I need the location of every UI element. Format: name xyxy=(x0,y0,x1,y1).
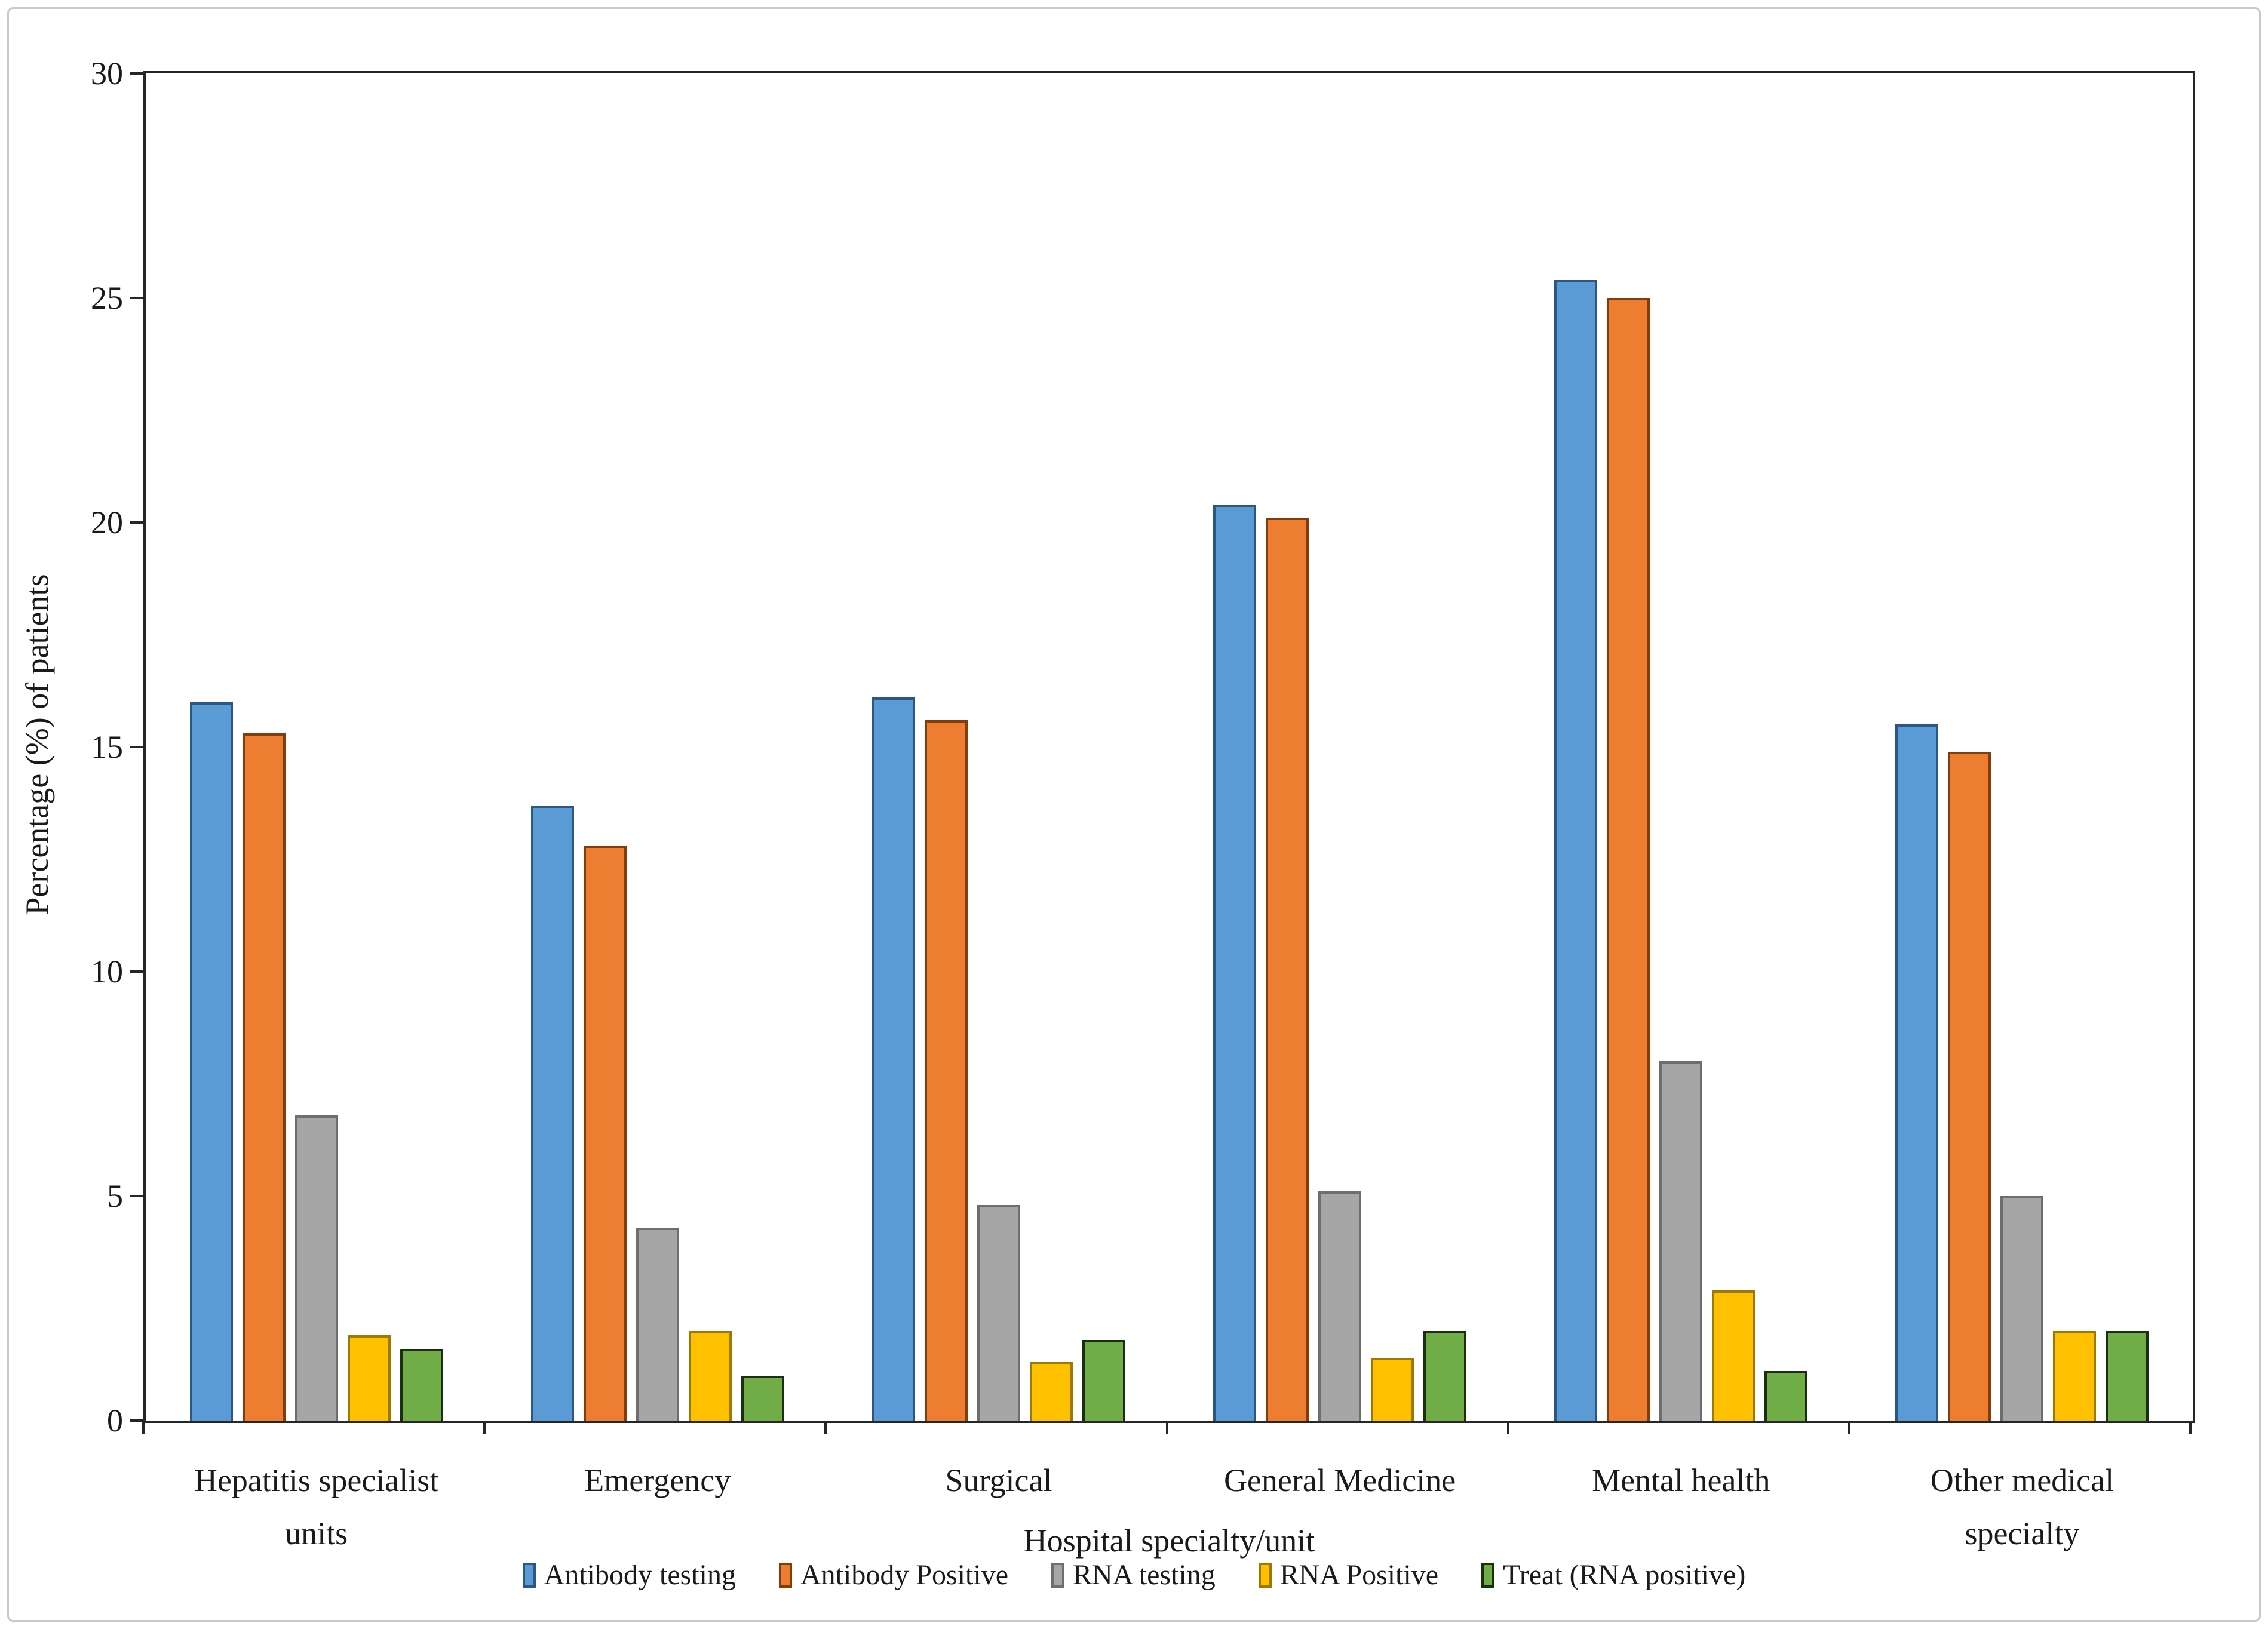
bar-antibody-positive-group-6 xyxy=(1948,752,1991,1421)
y-tick-mark-0 xyxy=(130,1419,143,1422)
bar-antibody-positive-group-1 xyxy=(242,733,286,1421)
bar-rna-positive-group-3 xyxy=(1029,1362,1073,1421)
y-tick-label-0: 0 xyxy=(107,1403,123,1439)
x-category-label-1: Hepatitis specialist units xyxy=(194,1462,439,1552)
legend-item-treat-rna-positive: Treat (RNA positive) xyxy=(1481,1559,1746,1591)
bar-antibody-testing-group-3 xyxy=(871,697,915,1421)
bar-treat-rna-positive-group-1 xyxy=(400,1349,443,1421)
bar-antibody-testing-group-2 xyxy=(530,806,574,1421)
x-category-label-3: Surgical xyxy=(945,1462,1052,1498)
legend-marker-icon xyxy=(1258,1563,1272,1588)
x-tick-mark-6 xyxy=(2189,1421,2192,1434)
figure-frame xyxy=(7,7,2261,1622)
bar-rna-positive-group-2 xyxy=(688,1331,732,1421)
bar-group-2 xyxy=(487,73,828,1421)
legend-item-rna-testing: RNA testing xyxy=(1051,1559,1216,1591)
y-tick-label-5: 5 xyxy=(107,1178,123,1214)
legend-marker-icon xyxy=(779,1563,792,1588)
bar-rna-positive-group-6 xyxy=(2053,1331,2097,1421)
bar-group-3 xyxy=(828,73,1169,1421)
x-tick-mark-5 xyxy=(1847,1421,1850,1434)
legend-marker-icon xyxy=(1481,1563,1495,1588)
x-category-label-4: General Medicine xyxy=(1223,1462,1456,1498)
y-tick-mark-20 xyxy=(130,521,143,524)
bar-rna-testing-group-1 xyxy=(294,1115,338,1421)
bar-group-6 xyxy=(1852,73,2193,1421)
legend-marker-icon xyxy=(522,1563,536,1588)
plot-area xyxy=(143,71,2195,1423)
legend-label: Antibody Positive xyxy=(800,1559,1009,1591)
x-category-label-5: Mental health xyxy=(1592,1462,1770,1498)
x-tick-mark-3 xyxy=(1165,1421,1168,1434)
bar-rna-testing-group-5 xyxy=(1659,1061,1703,1421)
bar-antibody-testing-group-1 xyxy=(189,702,233,1421)
bar-rna-positive-group-4 xyxy=(1371,1358,1414,1421)
bar-rna-testing-group-2 xyxy=(636,1228,679,1421)
bar-group-1 xyxy=(146,73,487,1421)
bar-antibody-positive-group-5 xyxy=(1607,298,1650,1421)
bar-rna-testing-group-3 xyxy=(977,1205,1020,1421)
legend-marker-icon xyxy=(1051,1563,1065,1588)
x-tick-mark-2 xyxy=(824,1421,827,1434)
x-axis-title: Hospital specialty/unit xyxy=(1023,1523,1315,1559)
bar-rna-testing-group-4 xyxy=(1318,1191,1362,1421)
bar-group-4 xyxy=(1170,73,1511,1421)
bar-groups xyxy=(146,73,2193,1421)
bar-treat-rna-positive-group-6 xyxy=(2106,1331,2149,1421)
bar-antibody-testing-group-6 xyxy=(1895,724,1939,1421)
bar-treat-rna-positive-group-3 xyxy=(1082,1340,1125,1421)
bar-antibody-positive-group-4 xyxy=(1266,518,1309,1421)
x-tick-mark-4 xyxy=(1506,1421,1509,1434)
y-tick-mark-25 xyxy=(130,297,143,299)
y-tick-label-25: 25 xyxy=(91,280,123,316)
y-tick-label-20: 20 xyxy=(91,505,123,540)
bar-treat-rna-positive-group-2 xyxy=(741,1376,784,1421)
bar-group-5 xyxy=(1511,73,1852,1421)
legend-label: Treat (RNA positive) xyxy=(1503,1559,1746,1591)
y-tick-mark-10 xyxy=(130,970,143,973)
legend-label: Antibody testing xyxy=(544,1559,736,1591)
bar-rna-positive-group-1 xyxy=(347,1335,391,1421)
legend-item-antibody-testing: Antibody testing xyxy=(522,1559,736,1591)
legend-label: RNA testing xyxy=(1073,1559,1216,1591)
chart-legend: Antibody testing Antibody Positive RNA tes… xyxy=(0,1559,2268,1591)
y-tick-mark-30 xyxy=(130,72,143,75)
bar-rna-testing-group-6 xyxy=(2000,1196,2044,1421)
bar-antibody-positive-group-3 xyxy=(924,720,968,1421)
bar-rna-positive-group-5 xyxy=(1712,1290,1756,1421)
bar-treat-rna-positive-group-5 xyxy=(1764,1371,1808,1421)
x-tick-mark-0 xyxy=(142,1421,145,1434)
legend-label: RNA Positive xyxy=(1279,1559,1439,1591)
x-category-label-6: Other medical specialty xyxy=(1930,1462,2114,1552)
legend-item-rna-positive: RNA Positive xyxy=(1258,1559,1439,1591)
x-axis-category-labels: Hepatitis specialist units Emergency Surgi… xyxy=(146,1454,2193,1560)
y-tick-label-30: 30 xyxy=(91,56,123,91)
bar-antibody-positive-group-2 xyxy=(583,846,627,1421)
y-tick-mark-5 xyxy=(130,1195,143,1197)
bar-antibody-testing-group-5 xyxy=(1554,280,1598,1421)
legend-item-antibody-positive: Antibody Positive xyxy=(779,1559,1009,1591)
bar-antibody-testing-group-4 xyxy=(1213,505,1257,1421)
bar-treat-rna-positive-group-4 xyxy=(1423,1331,1467,1421)
y-tick-mark-15 xyxy=(130,746,143,748)
x-category-label-2: Emergency xyxy=(584,1462,731,1498)
y-tick-label-10: 10 xyxy=(91,954,123,989)
y-tick-label-15: 15 xyxy=(91,729,123,765)
x-tick-mark-1 xyxy=(483,1421,486,1434)
